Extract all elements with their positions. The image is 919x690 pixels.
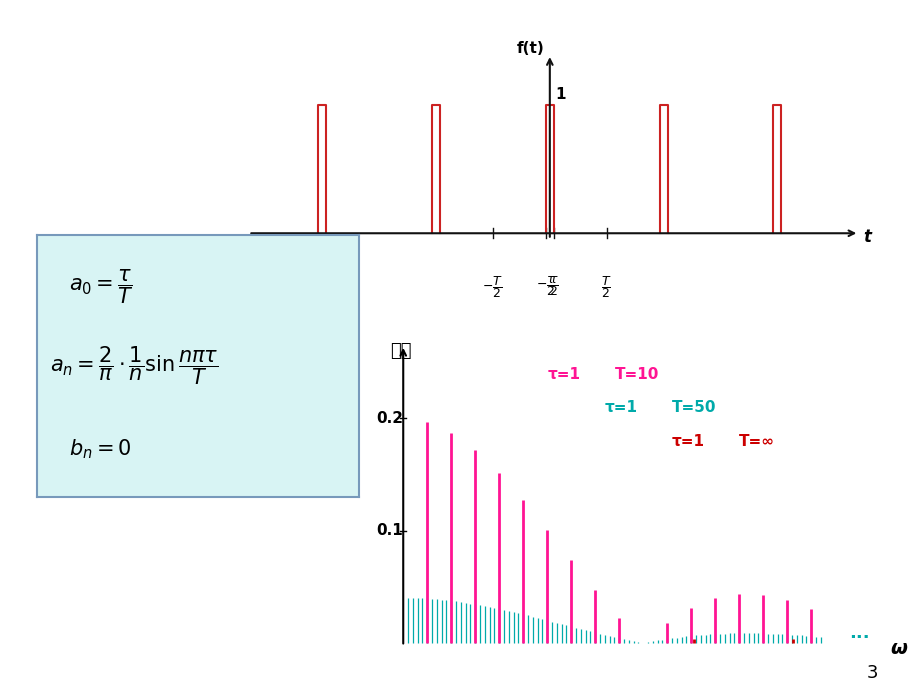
- Text: $\dfrac{T}{2}$: $\dfrac{T}{2}$: [601, 274, 611, 300]
- Text: T=∞: T=∞: [738, 434, 775, 449]
- Text: ...: ...: [848, 624, 868, 642]
- Text: T=50: T=50: [671, 400, 716, 415]
- Text: τ=1: τ=1: [671, 434, 704, 449]
- Text: t: t: [863, 228, 871, 246]
- Text: $-\dfrac{\tau}{2}$: $-\dfrac{\tau}{2}$: [535, 274, 555, 298]
- Text: $\dfrac{\tau}{2}$: $\dfrac{\tau}{2}$: [549, 274, 558, 298]
- Text: $a_n = \dfrac{2}{\pi} \cdot \dfrac{1}{n} \sin\dfrac{n\pi\tau}{T}$: $a_n = \dfrac{2}{\pi} \cdot \dfrac{1}{n}…: [50, 344, 218, 387]
- Text: τ=1: τ=1: [604, 400, 637, 415]
- Text: 幅値: 幅値: [390, 342, 411, 360]
- Text: 3: 3: [867, 664, 878, 682]
- Text: $-\dfrac{T}{2}$: $-\dfrac{T}{2}$: [482, 274, 503, 300]
- Text: 0.1: 0.1: [376, 523, 403, 538]
- Text: 1: 1: [555, 87, 565, 102]
- Text: τ=1: τ=1: [547, 366, 580, 382]
- Text: $b_n = 0$: $b_n = 0$: [69, 437, 131, 462]
- Text: T=10: T=10: [614, 366, 658, 382]
- Text: f(t): f(t): [516, 41, 544, 56]
- Text: $a_0 = \dfrac{\tau}{T}$: $a_0 = \dfrac{\tau}{T}$: [69, 268, 133, 306]
- Text: 0.2: 0.2: [376, 411, 403, 426]
- Text: ω: ω: [889, 639, 906, 658]
